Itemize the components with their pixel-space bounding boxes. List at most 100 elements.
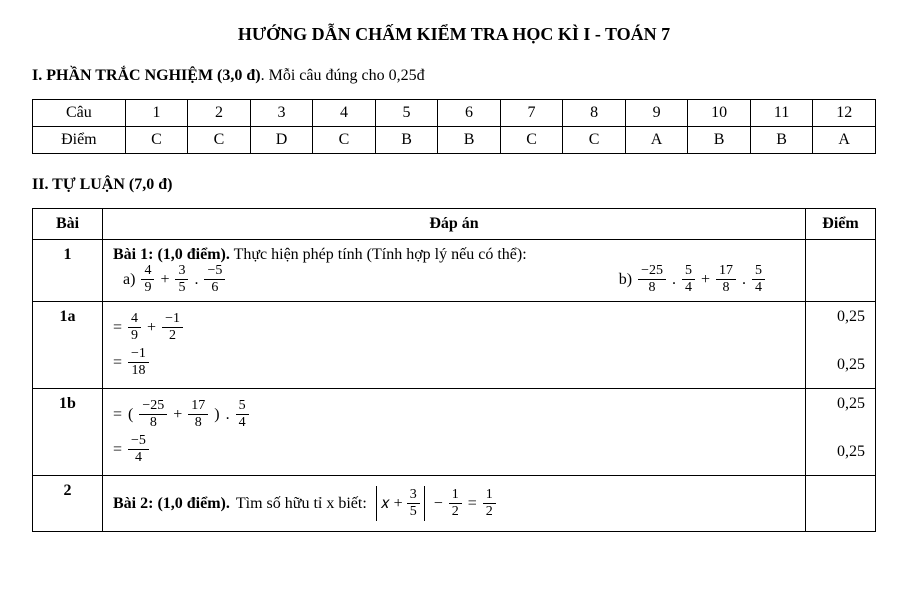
essay-header-bai: Bài (33, 209, 103, 240)
section2-heading: II. TỰ LUẬN (7,0 đ) (32, 176, 876, 194)
bai1-a-label: a) (123, 271, 135, 289)
mcq-q: 6 (438, 100, 501, 127)
mcq-q: 7 (500, 100, 563, 127)
bai1-score (806, 240, 876, 302)
bai1-content: Bài 1: (1,0 điểm). Thực hiện phép tính (… (103, 240, 806, 302)
bai2-content: Bài 2: (1,0 điểm). Tìm số hữu tỉ x biết:… (103, 476, 806, 532)
page-title: HƯỚNG DẪN CHẤM KIỂM TRA HỌC KÌ I - TOÁN … (32, 24, 876, 45)
mcq-a: C (500, 127, 563, 154)
bai2-title-tail: Tìm số hữu tỉ x biết: (236, 495, 367, 513)
abs-x: 𝑥 + (381, 496, 403, 512)
frac: 54 (682, 264, 695, 295)
bai1-b-label: b) (619, 271, 632, 289)
mcq-q: 4 (313, 100, 376, 127)
score: 0,25 (816, 308, 865, 326)
mcq-q: 5 (375, 100, 438, 127)
bai1a-score: 0,25 0,25 (806, 302, 876, 389)
mcq-a: B (750, 127, 813, 154)
bai1-part-a: a) 49 + 35 . −56 (113, 264, 225, 295)
frac: 12 (449, 488, 462, 519)
mcq-q: 10 (688, 100, 751, 127)
bai1b-score: 0,25 0,25 (806, 389, 876, 476)
mcq-q: 3 (250, 100, 313, 127)
frac: 35 (175, 264, 188, 295)
frac: 12 (483, 488, 496, 519)
score: 0,25 (816, 356, 865, 374)
section1-heading-bold: I. PHẦN TRẮC NGHIỆM (3,0 đ) (32, 67, 261, 84)
mcq-q: 1 (125, 100, 188, 127)
paren-open: ( (128, 406, 133, 424)
mcq-q: 8 (563, 100, 626, 127)
mcq-row-label: Câu (33, 100, 126, 127)
bai1-title-tail: Thực hiện phép tính (Tính hợp lý nếu có … (230, 246, 527, 263)
mcq-a: D (250, 127, 313, 154)
essay-row-bai2: 2 Bài 2: (1,0 điểm). Tìm số hữu tỉ x biế… (33, 476, 876, 532)
section1-heading-tail: . Mỗi câu đúng cho 0,25đ (261, 67, 425, 84)
mcq-a: B (375, 127, 438, 154)
frac: 35 (407, 488, 420, 519)
essay-row-bai1a: 1a = 49 + −12 = −118 0,25 0,25 (33, 302, 876, 389)
dot: . (194, 271, 198, 289)
bai1-title-bold: Bài 1: (1,0 điểm). (113, 246, 230, 263)
frac: 49 (128, 312, 141, 343)
paren-close: ) (214, 406, 219, 424)
bai1a-id: 1a (33, 302, 103, 389)
frac: −12 (162, 312, 183, 343)
mcq-a: C (313, 127, 376, 154)
mcq-a: B (438, 127, 501, 154)
essay-row-bai1b: 1b = ( −258 + 178 ) . 54 = −54 0,25 0,25 (33, 389, 876, 476)
score: 0,25 (816, 395, 865, 413)
essay-header-row: Bài Đáp án Điểm (33, 209, 876, 240)
plus: + (701, 271, 710, 289)
frac: 54 (752, 264, 765, 295)
frac: −258 (638, 264, 666, 295)
score: 0,25 (816, 443, 865, 461)
minus: − (434, 495, 443, 513)
mcq-a: C (188, 127, 251, 154)
frac: 178 (188, 399, 208, 430)
mcq-q: 9 (625, 100, 688, 127)
eq: = (113, 441, 122, 459)
frac: 49 (141, 264, 154, 295)
mcq-q: 12 (813, 100, 876, 127)
mcq-row-label: Điểm (33, 127, 126, 154)
mcq-row-answers: Điểm C C D C B B C C A B B A (33, 127, 876, 154)
bai2-title-bold: Bài 2: (1,0 điểm). (113, 495, 230, 513)
frac: −118 (128, 347, 149, 378)
abs-expr: 𝑥 + 35 (376, 486, 425, 521)
bai2-id: 2 (33, 476, 103, 532)
bai1b-content: = ( −258 + 178 ) . 54 = −54 (103, 389, 806, 476)
essay-header-diem: Điểm (806, 209, 876, 240)
plus: + (160, 271, 169, 289)
eq: = (468, 495, 477, 513)
frac: −258 (139, 399, 167, 430)
essay-row-bai1: 1 Bài 1: (1,0 điểm). Thực hiện phép tính… (33, 240, 876, 302)
frac: −54 (128, 434, 149, 465)
frac: −56 (204, 264, 225, 295)
bai2-score (806, 476, 876, 532)
section1-heading: I. PHẦN TRẮC NGHIỆM (3,0 đ). Mỗi câu đún… (32, 67, 876, 85)
section2-heading-bold: II. TỰ LUẬN (7,0 đ) (32, 176, 172, 193)
plus: + (173, 406, 182, 424)
bai1b-id: 1b (33, 389, 103, 476)
frac: 178 (716, 264, 736, 295)
frac: 54 (236, 399, 249, 430)
mcq-q: 11 (750, 100, 813, 127)
mcq-a: A (813, 127, 876, 154)
plus: + (147, 319, 156, 337)
bai1a-content: = 49 + −12 = −118 (103, 302, 806, 389)
mcq-a: C (125, 127, 188, 154)
mcq-a: C (563, 127, 626, 154)
mcq-a: A (625, 127, 688, 154)
mcq-row-questions: Câu 1 2 3 4 5 6 7 8 9 10 11 12 (33, 100, 876, 127)
bai1-id: 1 (33, 240, 103, 302)
bai1-part-b: b) −258 . 54 + 178 . 54 (619, 264, 795, 295)
essay-table: Bài Đáp án Điểm 1 Bài 1: (1,0 điểm). Thự… (32, 208, 876, 532)
mcq-table: Câu 1 2 3 4 5 6 7 8 9 10 11 12 Điểm C C … (32, 99, 876, 154)
dot: . (672, 271, 676, 289)
mcq-a: B (688, 127, 751, 154)
dot: . (226, 406, 230, 424)
essay-header-dapan: Đáp án (103, 209, 806, 240)
dot: . (742, 271, 746, 289)
eq: = (113, 354, 122, 372)
